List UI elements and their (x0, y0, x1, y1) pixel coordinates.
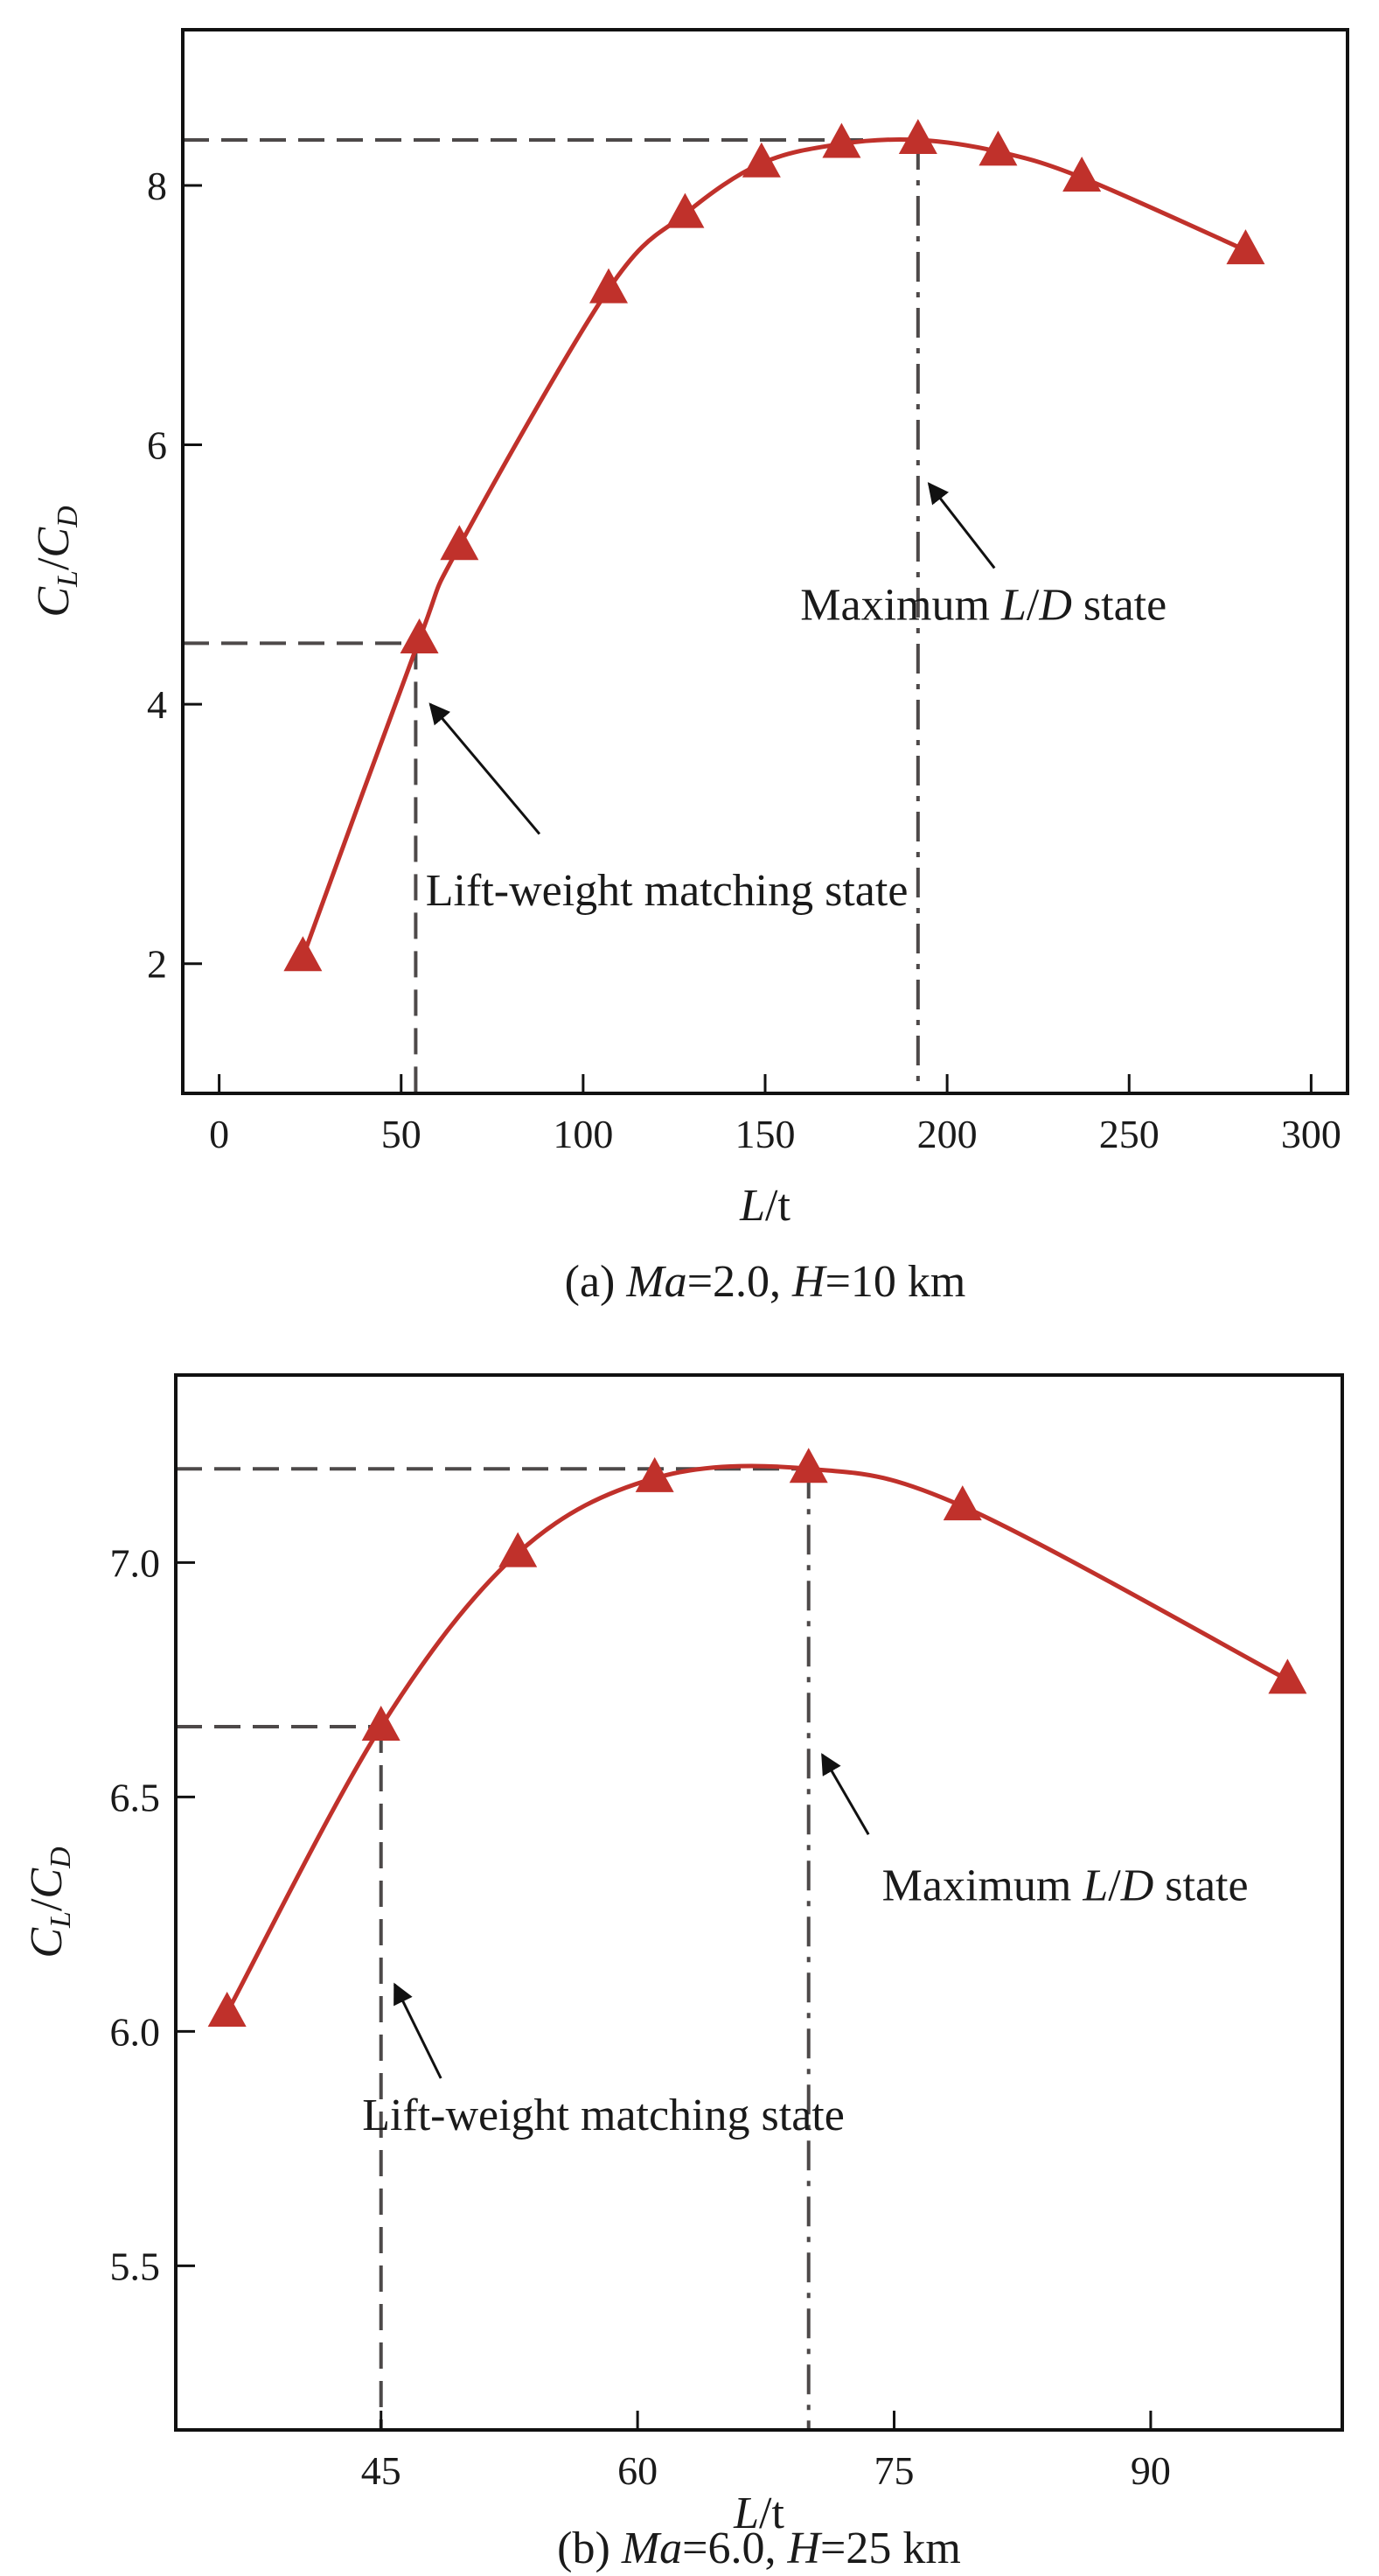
max-ld-annotation: Maximum L/D state (882, 1860, 1249, 1910)
data-point-triangle (283, 936, 323, 972)
data-point-triangle (665, 192, 705, 228)
x-tick-label: 300 (1281, 1112, 1341, 1156)
y-tick-label: 7.0 (110, 1540, 161, 1585)
series-markers (207, 1448, 1307, 2027)
data-point-triangle (498, 1532, 538, 1567)
lift-weight-arrow (394, 1982, 442, 2079)
x-tick-label: 90 (1131, 2448, 1171, 2493)
x-tick-label: 0 (209, 1112, 229, 1156)
y-tick-label: 6.0 (110, 2009, 161, 2054)
max-ld-arrow (927, 482, 996, 569)
x-tick-label: 100 (553, 1112, 613, 1156)
guide-lines (176, 1467, 811, 2430)
x-tick-label: 45 (361, 2448, 401, 2493)
lift-weight-arrow (428, 702, 541, 835)
chart-panel-a: 0 50 100 150 200 250 300 2 4 6 8 Maximum L/D state… (29, 28, 1349, 1307)
x-axis-label: L/t (739, 1181, 790, 1231)
y-tick-label: 5.5 (110, 2244, 161, 2288)
data-point-triangle (1062, 157, 1102, 192)
data-point-triangle (400, 618, 439, 653)
data-point-triangle (361, 1706, 400, 1741)
data-point-triangle (943, 1485, 982, 1521)
x-tick-label: 250 (1099, 1112, 1160, 1156)
lift-weight-annotation: Lift-weight matching state (426, 866, 909, 916)
axis-ticks: 45 60 75 90 5.5 6.0 6.5 7.0 (110, 1540, 1171, 2493)
series-markers (283, 119, 1265, 972)
plot-frame (181, 28, 1349, 1095)
y-axis-label: CL/CD (22, 1846, 77, 1958)
series-line (300, 137, 1248, 960)
annotations: Maximum L/D state Lift-weight matching s… (362, 1753, 1249, 2140)
max-ld-annotation: Maximum L/D state (800, 581, 1167, 631)
plot-frame (174, 1373, 1344, 2432)
data-point-triangle (635, 1456, 674, 1492)
x-tick-label: 75 (874, 2448, 915, 2493)
data-point-triangle (789, 1448, 828, 1483)
x-tick-label: 150 (735, 1112, 796, 1156)
y-axis-label: CL/CD (29, 506, 84, 618)
data-point-triangle (822, 122, 861, 158)
max-ld-arrow (821, 1753, 870, 1836)
x-tick-label: 50 (381, 1112, 421, 1156)
x-tick-label: 60 (617, 2448, 658, 2493)
data-point-triangle (742, 142, 781, 178)
data-point-triangle (207, 1991, 247, 2027)
y-tick-label: 6.5 (110, 1775, 161, 1819)
y-tick-label: 2 (147, 942, 167, 987)
panel-caption: (b) Ma=6.0, H=25 km (557, 2524, 961, 2573)
data-point-triangle (440, 525, 479, 561)
data-point-triangle (979, 130, 1018, 166)
data-point-triangle (1226, 229, 1265, 265)
data-point-triangle (1268, 1658, 1307, 1694)
lift-weight-annotation: Lift-weight matching state (362, 2091, 845, 2140)
y-tick-label: 6 (147, 423, 167, 468)
panel-caption: (a) Ma=2.0, H=10 km (565, 1257, 966, 1307)
annotations: Maximum L/D state Lift-weight matching s… (426, 482, 1167, 916)
data-point-triangle (898, 119, 937, 155)
x-axis-label: L/t (733, 2489, 784, 2538)
x-tick-label: 200 (917, 1112, 978, 1156)
y-tick-label: 8 (147, 164, 167, 208)
guide-lines (183, 138, 920, 1093)
axis-ticks: 0 50 100 150 200 250 300 2 4 6 8 (147, 164, 1341, 1156)
data-point-triangle (589, 268, 629, 304)
y-tick-label: 4 (147, 682, 167, 727)
chart-panel-b: 45 60 75 90 5.5 6.0 6.5 7.0 Maximum L/D state L… (22, 1373, 1344, 2573)
